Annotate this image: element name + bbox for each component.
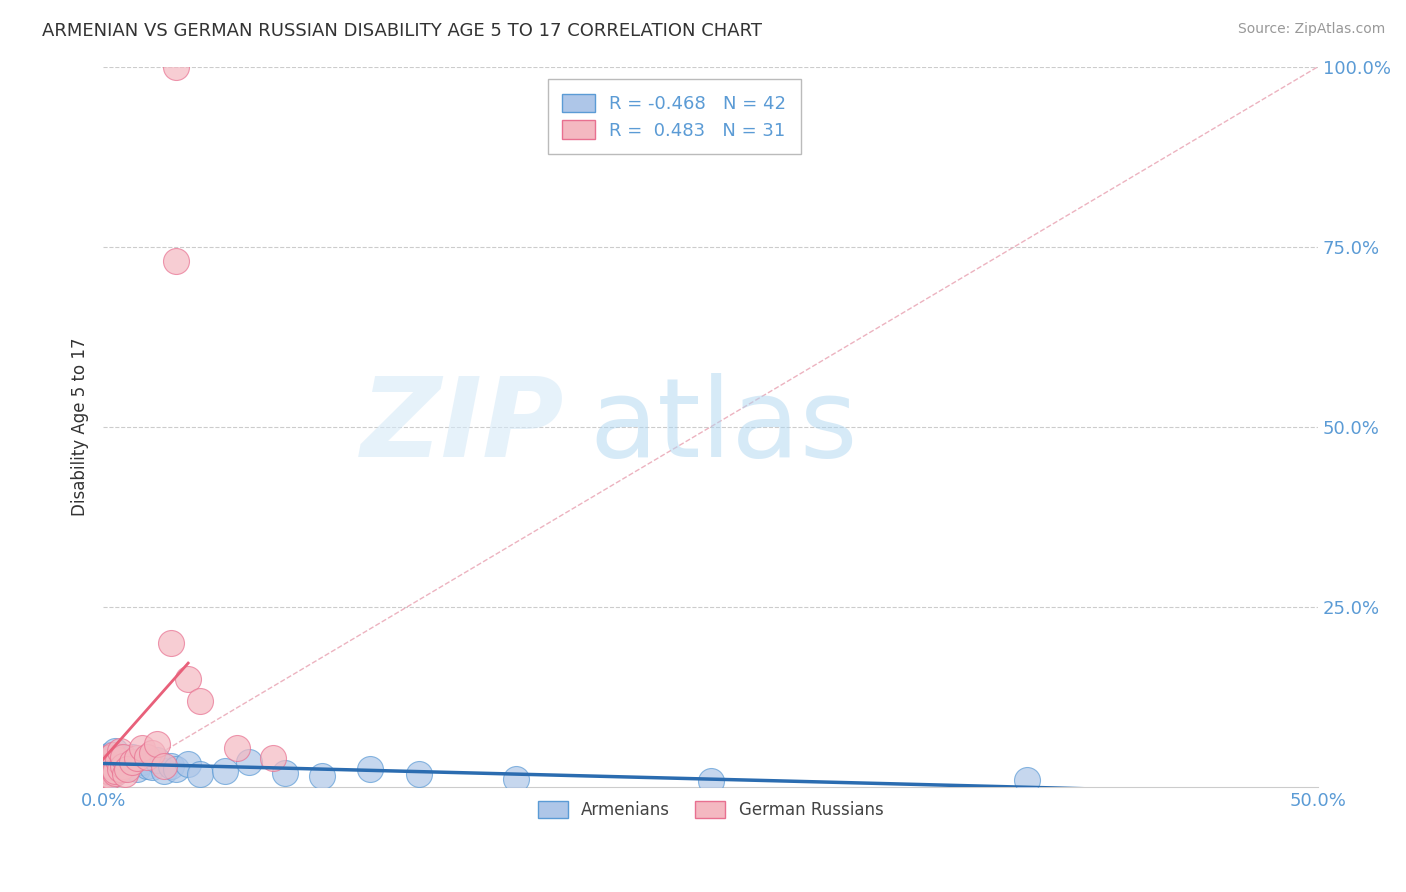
Point xyxy=(100,769,122,783)
Point xyxy=(359,762,381,776)
Point xyxy=(108,760,131,774)
Point xyxy=(121,755,143,769)
Point xyxy=(107,758,129,772)
Point xyxy=(188,694,211,708)
Point xyxy=(165,254,187,268)
Point xyxy=(141,760,163,774)
Text: ARMENIAN VS GERMAN RUSSIAN DISABILITY AGE 5 TO 17 CORRELATION CHART: ARMENIAN VS GERMAN RUSSIAN DISABILITY AG… xyxy=(42,22,762,40)
Point xyxy=(111,751,134,765)
Point xyxy=(100,760,122,774)
Point xyxy=(94,767,117,781)
Point xyxy=(118,758,141,772)
Point xyxy=(165,60,187,74)
Text: ZIP: ZIP xyxy=(361,374,565,481)
Legend: Armenians, German Russians: Armenians, German Russians xyxy=(531,794,890,826)
Point xyxy=(131,755,153,769)
Point xyxy=(104,764,127,779)
Point xyxy=(117,762,139,776)
Point xyxy=(114,767,136,781)
Point xyxy=(127,762,149,776)
Point xyxy=(108,755,131,769)
Point xyxy=(145,737,167,751)
Point xyxy=(100,758,122,772)
Y-axis label: Disability Age 5 to 17: Disability Age 5 to 17 xyxy=(72,338,89,516)
Point xyxy=(165,762,187,776)
Point xyxy=(94,758,117,772)
Point xyxy=(104,753,127,767)
Point xyxy=(225,740,247,755)
Point xyxy=(135,758,157,772)
Point xyxy=(141,746,163,760)
Point xyxy=(101,760,124,774)
Point xyxy=(408,767,430,781)
Point xyxy=(94,755,117,769)
Point xyxy=(117,753,139,767)
Point xyxy=(145,753,167,767)
Point xyxy=(107,753,129,767)
Point xyxy=(97,750,120,764)
Point xyxy=(131,740,153,755)
Point xyxy=(104,765,127,780)
Point xyxy=(97,751,120,765)
Point xyxy=(104,764,127,779)
Point xyxy=(97,762,120,776)
Point xyxy=(153,764,176,779)
Point xyxy=(108,744,131,758)
Point xyxy=(699,774,721,789)
Point xyxy=(1015,772,1038,787)
Point xyxy=(100,755,122,769)
Point xyxy=(135,750,157,764)
Point xyxy=(94,753,117,767)
Text: atlas: atlas xyxy=(589,374,858,481)
Point xyxy=(101,751,124,765)
Point xyxy=(111,758,134,772)
Point xyxy=(114,756,136,771)
Point xyxy=(127,751,149,765)
Point xyxy=(177,757,200,772)
Point xyxy=(104,744,127,758)
Point xyxy=(177,672,200,686)
Point xyxy=(214,764,236,779)
Point xyxy=(311,769,333,783)
Point xyxy=(97,764,120,779)
Point xyxy=(274,765,297,780)
Point xyxy=(107,750,129,764)
Point xyxy=(160,636,183,650)
Point xyxy=(121,750,143,764)
Point xyxy=(111,750,134,764)
Point xyxy=(238,755,260,769)
Point xyxy=(188,767,211,781)
Point xyxy=(101,747,124,762)
Point xyxy=(100,747,122,762)
Point xyxy=(108,762,131,776)
Point xyxy=(153,758,176,772)
Point xyxy=(262,751,284,765)
Point xyxy=(160,758,183,772)
Point xyxy=(101,767,124,781)
Point xyxy=(101,757,124,772)
Text: Source: ZipAtlas.com: Source: ZipAtlas.com xyxy=(1237,22,1385,37)
Point xyxy=(505,772,527,786)
Point xyxy=(111,762,134,776)
